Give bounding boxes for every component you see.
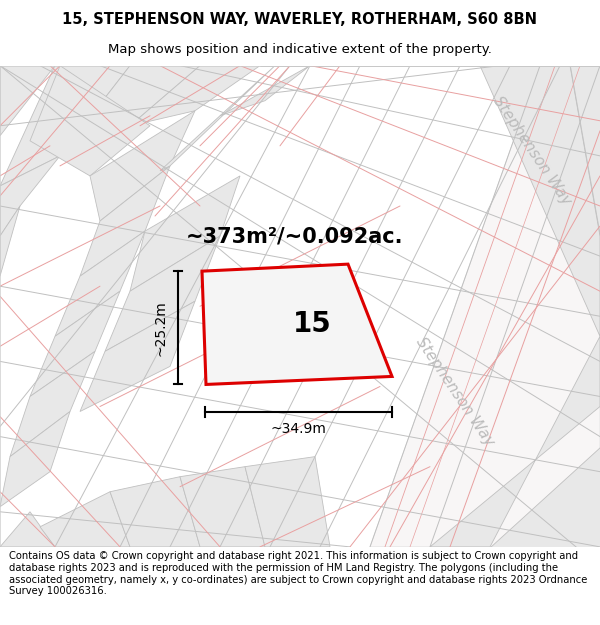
Text: ~373m²/~0.092ac.: ~373m²/~0.092ac.: [186, 226, 404, 246]
Polygon shape: [0, 66, 130, 186]
Text: 15: 15: [293, 310, 331, 338]
Polygon shape: [30, 66, 150, 176]
Text: ~25.2m: ~25.2m: [154, 300, 168, 356]
Polygon shape: [245, 457, 330, 547]
Polygon shape: [55, 231, 145, 336]
Polygon shape: [160, 66, 275, 171]
Text: Stephenson Way: Stephenson Way: [490, 94, 574, 208]
Polygon shape: [570, 66, 600, 236]
Polygon shape: [0, 206, 20, 276]
Polygon shape: [490, 447, 600, 547]
Polygon shape: [130, 66, 260, 126]
Text: Map shows position and indicative extent of the property.: Map shows position and indicative extent…: [108, 42, 492, 56]
Polygon shape: [110, 477, 200, 547]
Polygon shape: [130, 176, 240, 291]
Polygon shape: [40, 492, 130, 547]
Polygon shape: [430, 336, 600, 547]
Polygon shape: [180, 467, 265, 547]
Polygon shape: [0, 156, 60, 236]
Text: Stephenson Way: Stephenson Way: [413, 334, 497, 449]
Polygon shape: [105, 236, 220, 351]
Polygon shape: [90, 111, 195, 221]
Polygon shape: [60, 66, 200, 156]
Polygon shape: [0, 66, 55, 136]
Text: ~34.9m: ~34.9m: [271, 422, 326, 436]
Polygon shape: [80, 301, 195, 411]
Polygon shape: [80, 166, 170, 276]
Polygon shape: [10, 351, 95, 457]
Text: Contains OS data © Crown copyright and database right 2021. This information is : Contains OS data © Crown copyright and d…: [9, 551, 587, 596]
Polygon shape: [0, 411, 70, 507]
Polygon shape: [220, 66, 310, 116]
Polygon shape: [0, 66, 600, 547]
Polygon shape: [370, 66, 600, 547]
Polygon shape: [0, 512, 55, 547]
Polygon shape: [480, 66, 600, 336]
Text: 15, STEPHENSON WAY, WAVERLEY, ROTHERHAM, S60 8BN: 15, STEPHENSON WAY, WAVERLEY, ROTHERHAM,…: [62, 12, 538, 27]
Polygon shape: [30, 291, 120, 396]
Polygon shape: [202, 264, 392, 384]
